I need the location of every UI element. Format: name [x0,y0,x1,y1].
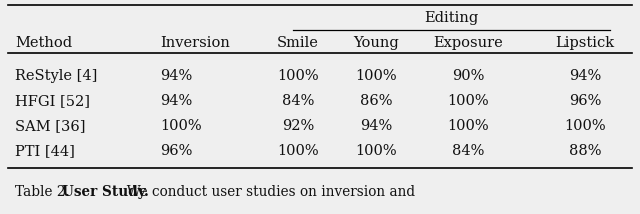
Text: 90%: 90% [452,69,484,83]
Text: PTI [44]: PTI [44] [15,144,75,158]
Text: 100%: 100% [447,119,489,133]
Text: We conduct user studies on inversion and: We conduct user studies on inversion and [118,185,415,199]
Text: SAM [36]: SAM [36] [15,119,86,133]
Text: 96%: 96% [569,94,601,108]
Text: 84%: 84% [452,144,484,158]
Text: 96%: 96% [160,144,193,158]
Text: 100%: 100% [355,144,397,158]
Text: 100%: 100% [355,69,397,83]
Text: 100%: 100% [277,144,319,158]
Text: 94%: 94% [360,119,392,133]
Text: 92%: 92% [282,119,314,133]
Text: 86%: 86% [360,94,392,108]
Text: Exposure: Exposure [433,36,503,50]
Text: Editing: Editing [424,11,479,25]
Text: User Study.: User Study. [62,185,149,199]
Text: 94%: 94% [160,69,192,83]
Text: Young: Young [353,36,399,50]
Text: Smile: Smile [277,36,319,50]
Text: HFGI [52]: HFGI [52] [15,94,90,108]
Text: Table 2.: Table 2. [15,185,74,199]
Text: 84%: 84% [282,94,314,108]
Text: 94%: 94% [569,69,601,83]
Text: 94%: 94% [160,94,192,108]
Text: 100%: 100% [447,94,489,108]
Text: Inversion: Inversion [160,36,230,50]
Text: Lipstick: Lipstick [556,36,614,50]
Text: 100%: 100% [277,69,319,83]
Text: ReStyle [4]: ReStyle [4] [15,69,97,83]
Text: 100%: 100% [564,119,606,133]
Text: 100%: 100% [160,119,202,133]
Text: 88%: 88% [569,144,601,158]
Text: Method: Method [15,36,72,50]
